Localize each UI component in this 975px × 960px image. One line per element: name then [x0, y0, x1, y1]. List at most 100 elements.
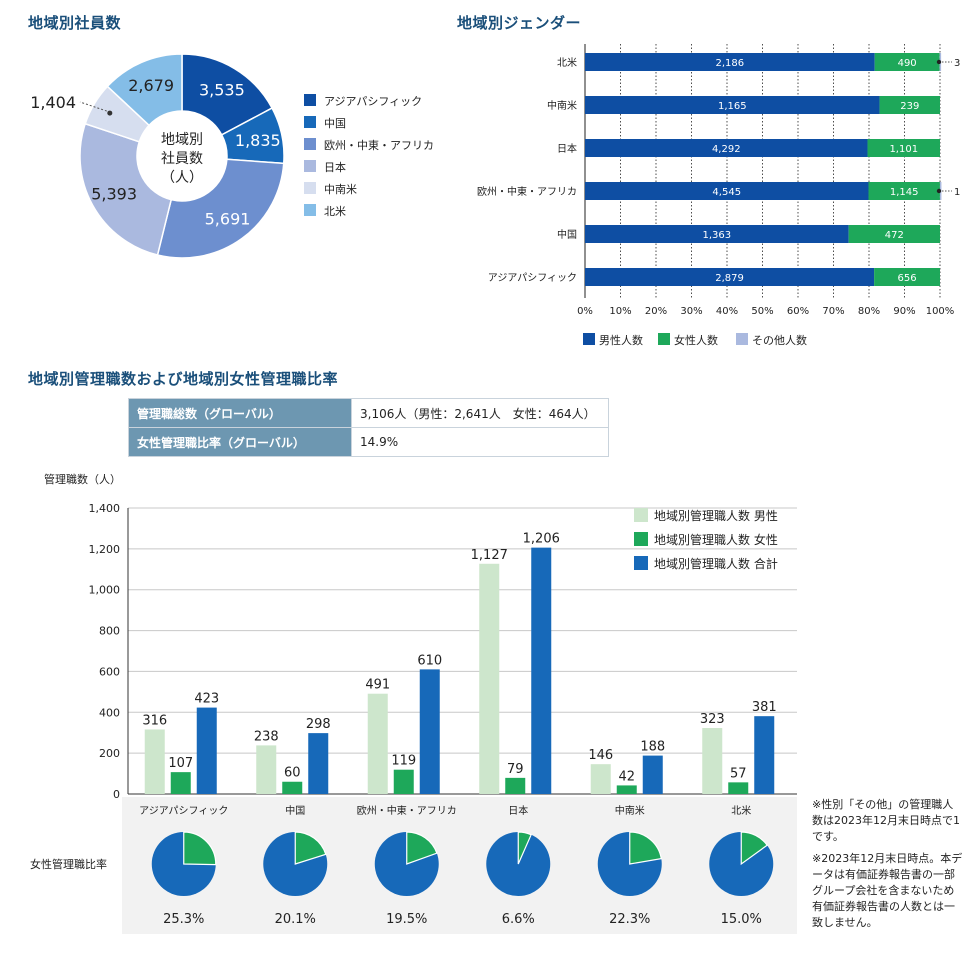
legend-swatch	[658, 333, 670, 345]
category-label: 日本	[508, 804, 528, 817]
tick-label: 0	[113, 788, 120, 801]
bar-value-label: 1,127	[471, 548, 508, 563]
summary-label-total: 管理職総数（グローバル）	[128, 398, 352, 428]
manager-bar	[590, 764, 611, 794]
ratio-pie-slice	[294, 831, 327, 865]
donut-label: 3,535	[199, 81, 245, 100]
manager-bar	[505, 777, 526, 794]
donut-slice	[156, 158, 285, 259]
bar-value-label: 491	[365, 678, 390, 693]
tick-label: 100%	[926, 306, 955, 317]
category-label: 北米	[731, 804, 751, 817]
manager-bar	[531, 547, 552, 794]
manager-bar	[367, 693, 388, 794]
bar-value-label: 298	[306, 717, 331, 732]
legend-swatch	[304, 204, 316, 216]
bar-value-label: 381	[752, 700, 777, 715]
manager-bar	[702, 728, 723, 794]
donut-label: 2,679	[128, 76, 174, 95]
bar-value-label: 42	[618, 769, 635, 784]
legend-swatch	[304, 94, 316, 106]
male-bar	[585, 182, 869, 200]
tick-label: 200	[99, 747, 120, 760]
manager-bar	[479, 563, 500, 794]
note-other-gender: ※性別「その他」の管理職人数は2023年12月末日時点で1です。	[812, 798, 960, 843]
manager-bar	[256, 745, 277, 794]
female-bar	[867, 139, 940, 157]
managers-title: 地域別管理職数および地域別女性管理職比率	[28, 370, 339, 388]
legend-label: 地域別管理職人数 女性	[654, 532, 778, 547]
donut-center-text: （人）	[161, 170, 203, 186]
bar-value-label: 57	[730, 766, 747, 781]
tick-label: 600	[99, 665, 120, 678]
manager-bar	[728, 782, 749, 794]
other-label: 3	[954, 58, 960, 69]
legend-label: 北米	[324, 205, 346, 218]
row-label: 日本	[557, 142, 577, 155]
legend-label: 地域別管理職人数 男性	[654, 508, 778, 523]
legend-label: その他人数	[752, 334, 807, 347]
donut-slice	[106, 53, 183, 127]
callout-line	[79, 101, 107, 112]
bar-value-label: 423	[194, 692, 219, 707]
category-label: 中南米	[615, 804, 645, 817]
manager-bar	[642, 755, 663, 794]
female-bar	[848, 225, 940, 243]
legend-swatch	[634, 532, 648, 546]
female-bar	[879, 96, 940, 114]
bar-value-label: 238	[254, 729, 279, 744]
manager-bar	[196, 707, 217, 794]
female-label: 656	[898, 273, 917, 284]
row-label: 北米	[557, 56, 577, 69]
ratio-panel	[122, 797, 797, 934]
ratio-pie-slice	[629, 831, 662, 865]
bar-value-label: 188	[640, 740, 665, 755]
ratio-label: 22.3%	[609, 912, 650, 927]
legend-label: アジアパシフィック	[324, 95, 422, 108]
legend-swatch	[304, 182, 316, 194]
employees-donut-chart: 3,535 1,835 5,691 5,393 1,404 2,679 地域別社員数 （人）…	[30, 53, 434, 259]
bar-value-label: 323	[700, 712, 725, 727]
manager-bar	[419, 669, 440, 794]
bar-value-label: 146	[588, 748, 613, 763]
note-data-scope: ※2023年12月末日時点。本データは有価証券報告書の一部グループ会社を含まない…	[812, 852, 963, 929]
other-label: 1	[954, 187, 960, 198]
row-label: 中国	[557, 228, 577, 241]
donut-label: 1,404	[30, 93, 76, 112]
tick-label: 10%	[609, 306, 631, 317]
bar-value-label: 60	[284, 766, 301, 781]
legend-label: 日本	[324, 160, 346, 174]
manager-bar	[144, 729, 165, 794]
other-dot	[936, 188, 942, 194]
male-label: 2,186	[716, 58, 745, 69]
manager-bar	[754, 716, 775, 794]
legend-swatch	[304, 160, 316, 172]
bar-value-label: 610	[417, 653, 442, 668]
summary-value-ratio: 14.9%	[351, 427, 609, 457]
tick-label: 20%	[645, 306, 667, 317]
tick-label: 80%	[858, 306, 880, 317]
legend-swatch	[583, 333, 595, 345]
male-bar	[585, 139, 868, 157]
tick-label: 60%	[787, 306, 809, 317]
summary-value-total: 3,106人（男性：2,641人 女性：464人）	[351, 398, 609, 428]
ratio-label: 15.0%	[721, 912, 762, 927]
male-label: 4,292	[712, 144, 741, 155]
legend-label: 中国	[324, 117, 346, 130]
other-dot	[936, 59, 942, 65]
legend-swatch	[304, 116, 316, 128]
row-label: 欧州・中東・アフリカ	[477, 185, 577, 198]
legend-swatch	[736, 333, 748, 345]
ratio-pie-slice	[517, 831, 532, 865]
manager-bar	[170, 772, 191, 794]
male-label: 1,165	[718, 101, 747, 112]
managers-bar-chart: 管理職数（人） 0 200 400 600 800 1,000 1,200 1,400 316 10…	[30, 472, 797, 934]
donut-center-text: 社員数	[161, 151, 203, 167]
manager-summary-table: 管理職総数（グローバル） 3,106人（男性：2,641人 女性：464人） 女…	[128, 398, 609, 457]
legend-label: 欧州・中東・アフリカ	[324, 139, 434, 152]
female-label: 1,101	[889, 144, 918, 155]
manager-bar	[308, 733, 329, 794]
ratio-pie-slice	[740, 831, 768, 866]
ratio-label: 19.5%	[386, 912, 427, 927]
bar-value-label: 79	[507, 762, 524, 777]
